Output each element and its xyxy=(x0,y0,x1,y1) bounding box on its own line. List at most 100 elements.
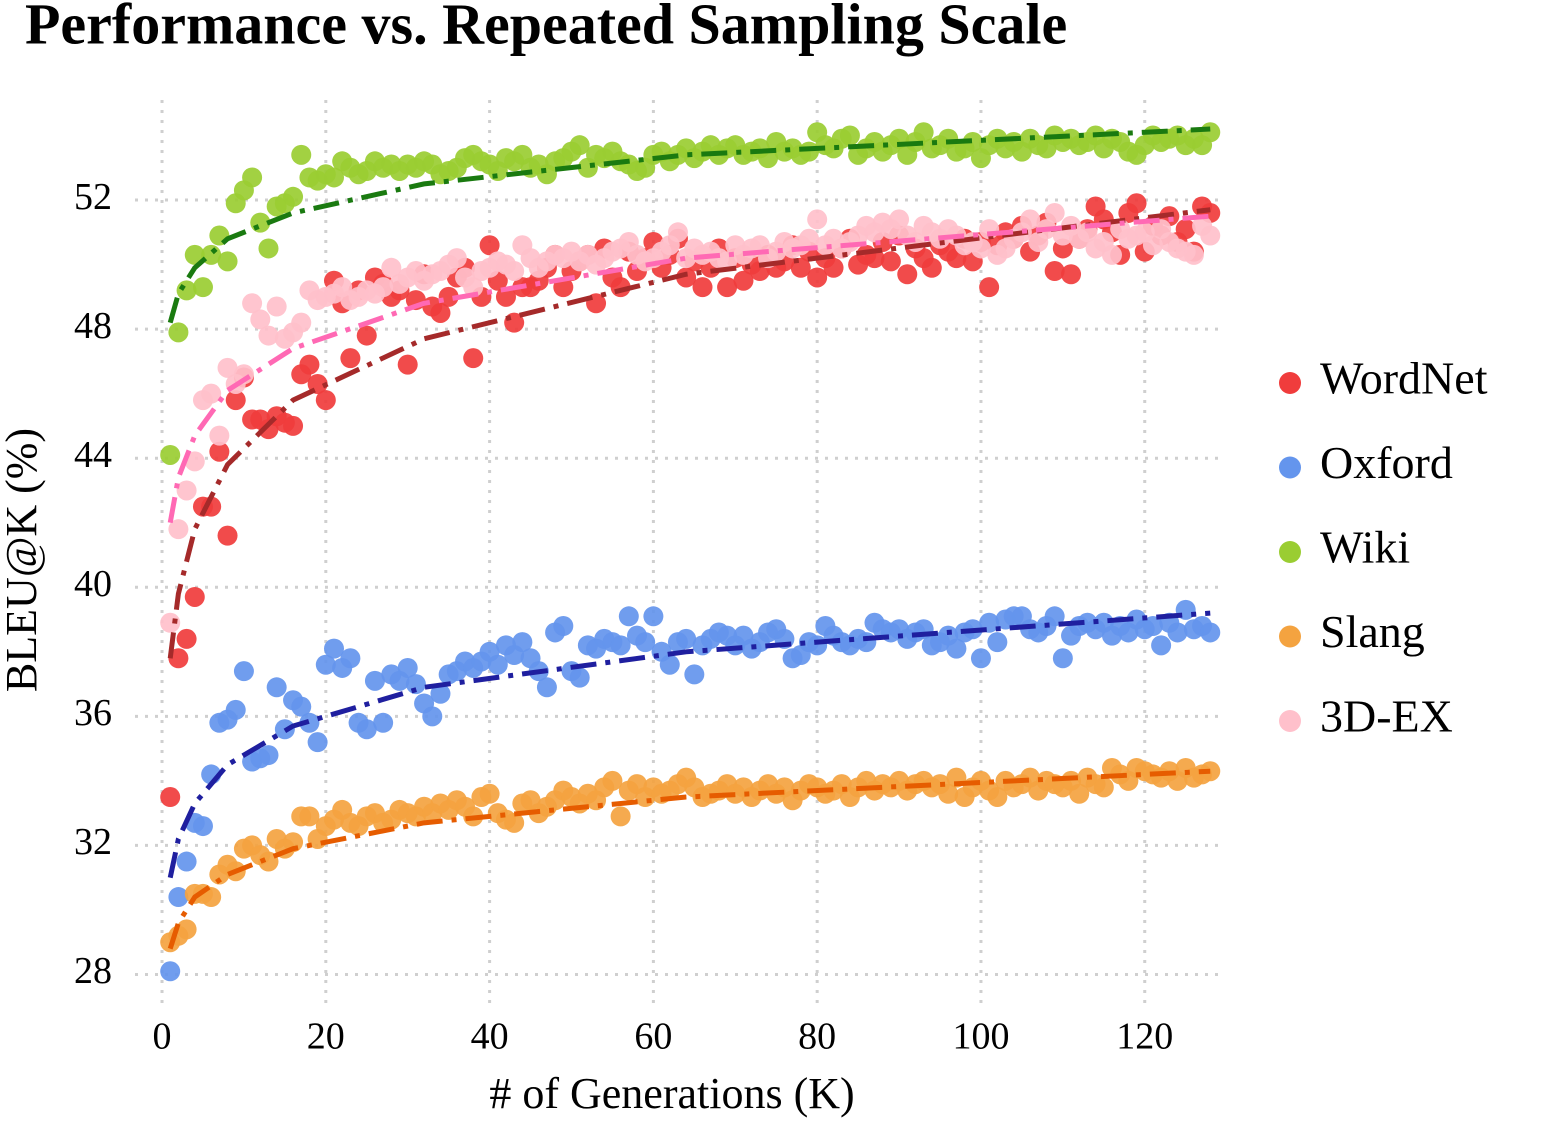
point xyxy=(1101,244,1122,265)
legend-label: Slang xyxy=(1320,606,1425,657)
point xyxy=(225,390,246,411)
point xyxy=(504,812,525,833)
x-tick-label: 40 xyxy=(471,1016,509,1058)
point xyxy=(258,745,279,766)
point xyxy=(610,635,631,656)
point xyxy=(160,787,181,808)
x-tick-label: 100 xyxy=(952,1016,1009,1058)
point xyxy=(610,806,631,827)
point xyxy=(1093,777,1114,798)
legend-marker xyxy=(1279,625,1301,648)
point xyxy=(643,606,664,627)
point xyxy=(405,674,426,695)
point xyxy=(692,277,713,298)
point xyxy=(168,648,189,669)
point xyxy=(291,312,312,333)
y-tick-label: 44 xyxy=(74,434,112,476)
fit-line xyxy=(167,207,1211,659)
point xyxy=(291,144,312,165)
series-points xyxy=(160,599,1221,982)
series-points xyxy=(160,122,1221,465)
point xyxy=(676,267,697,288)
point xyxy=(880,251,901,272)
fit-line xyxy=(167,213,1211,524)
legend-label: 3D-EX xyxy=(1320,691,1453,742)
point xyxy=(283,186,304,207)
point xyxy=(192,816,213,837)
point xyxy=(266,677,287,698)
fit-line xyxy=(167,610,1211,879)
point xyxy=(962,131,983,152)
point xyxy=(1200,622,1221,643)
point xyxy=(569,135,590,156)
point xyxy=(315,654,336,675)
point xyxy=(373,277,394,298)
point xyxy=(283,832,304,853)
point xyxy=(430,683,451,704)
point xyxy=(250,309,271,330)
legend-marker xyxy=(1279,541,1301,563)
point xyxy=(184,451,205,472)
point xyxy=(258,238,279,259)
point xyxy=(635,632,656,653)
point xyxy=(242,293,263,314)
point xyxy=(1126,193,1147,214)
point xyxy=(422,706,443,727)
point xyxy=(217,251,238,272)
point xyxy=(463,348,484,369)
legend-label: WordNet xyxy=(1320,353,1488,404)
x-tick-label: 80 xyxy=(798,1016,836,1058)
point xyxy=(176,628,197,649)
point xyxy=(1044,606,1065,627)
point xyxy=(258,851,279,872)
point xyxy=(807,267,828,288)
point xyxy=(463,277,484,298)
point xyxy=(397,354,418,375)
point xyxy=(1151,635,1172,656)
x-tick-label: 60 xyxy=(634,1016,672,1058)
point xyxy=(717,277,738,298)
point xyxy=(1142,235,1163,256)
point xyxy=(913,122,934,143)
point xyxy=(184,244,205,265)
point xyxy=(684,664,705,685)
point xyxy=(987,787,1008,808)
series-points xyxy=(160,757,1221,953)
point xyxy=(225,699,246,720)
point xyxy=(258,325,279,346)
point xyxy=(1020,209,1041,230)
point xyxy=(1175,219,1196,240)
point xyxy=(446,248,467,269)
point xyxy=(1044,202,1065,223)
x-tick-label: 0 xyxy=(153,1016,172,1058)
point xyxy=(299,712,320,733)
point xyxy=(970,648,991,669)
point xyxy=(192,277,213,298)
chart-title: Performance vs. Repeated Sampling Scale xyxy=(25,0,1067,56)
point xyxy=(397,657,418,678)
point xyxy=(356,719,377,740)
point xyxy=(897,264,918,285)
point xyxy=(733,270,754,291)
point xyxy=(1069,783,1090,804)
point xyxy=(495,286,516,307)
point xyxy=(987,632,1008,653)
legend-label: Wiki xyxy=(1320,522,1410,573)
legend-marker xyxy=(1279,456,1301,479)
point xyxy=(283,415,304,436)
point xyxy=(946,638,967,659)
point xyxy=(618,606,639,627)
fit-line xyxy=(167,126,1211,324)
point xyxy=(659,654,680,675)
point xyxy=(569,667,590,688)
point xyxy=(176,851,197,872)
point xyxy=(1142,615,1163,636)
y-tick-label: 28 xyxy=(74,950,112,992)
point xyxy=(667,222,688,243)
point xyxy=(168,322,189,343)
point xyxy=(1200,225,1221,246)
point xyxy=(168,519,189,540)
point xyxy=(324,167,345,188)
legend-marker xyxy=(1279,710,1301,732)
